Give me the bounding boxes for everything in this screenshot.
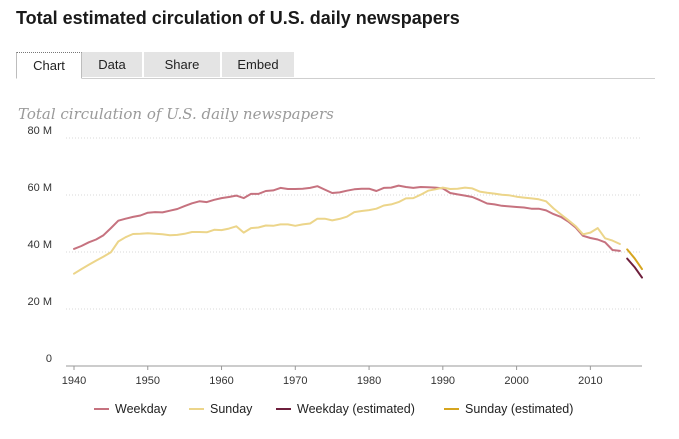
legend-item-weekday-estimated[interactable]: Weekday (estimated) [276,402,415,416]
y-tick-label: 0 [46,353,52,365]
x-tick-label: 2010 [578,375,602,387]
series-line-weekday-estimated[interactable] [626,257,643,279]
x-tick-label: 1940 [62,375,86,387]
tab-bar: Chart Data Share Embed [16,52,655,79]
tab-embed[interactable]: Embed [222,52,296,77]
legend-item-weekday[interactable]: Weekday [94,402,167,416]
tab-share[interactable]: Share [144,52,222,77]
legend-label: Sunday [210,402,253,416]
x-tick-label: 1950 [136,375,160,387]
legend-swatch [276,407,291,410]
legend-label: Weekday [115,402,167,416]
legend-swatch [444,407,459,410]
page-title: Total estimated circulation of U.S. dail… [16,8,460,28]
y-tick-label: 40 M [28,239,52,251]
series-line-sunday[interactable] [73,186,621,275]
series-lines [73,184,643,279]
y-tick-label: 80 M [28,125,52,137]
legend-swatch [189,407,204,410]
legend-label: Weekday (estimated) [297,402,415,416]
chart-title: Total circulation of U.S. daily newspape… [18,105,334,123]
legend: Weekday Sunday Weekday (estimated) Sunda… [0,398,679,422]
y-tick-label: 60 M [28,182,52,194]
x-tick-label: 1980 [357,375,381,387]
legend-swatch [94,407,109,410]
chart-svg: 0 20 M 40 M 60 M 80 M 1940 1950 1960 1970 1980 199… [28,125,643,387]
x-tick-label: 1990 [431,375,455,387]
x-tick-label: 1960 [209,375,233,387]
legend-item-sunday-estimated[interactable]: Sunday (estimated) [444,402,573,416]
tab-data[interactable]: Data [82,52,144,77]
y-tick-label: 20 M [28,296,52,308]
legend-label: Sunday (estimated) [465,402,574,416]
tab-chart[interactable]: Chart [16,52,82,79]
x-tick-label: 1970 [283,375,307,387]
x-tick-label: 2000 [504,375,528,387]
series-line-sunday-estimated[interactable] [626,248,643,271]
grid [66,137,642,367]
axis-labels: 0 20 M 40 M 60 M 80 M 1940 1950 1960 1970 1980 199… [28,125,603,387]
legend-item-sunday[interactable]: Sunday [189,402,252,416]
series-line-weekday[interactable] [73,184,621,252]
